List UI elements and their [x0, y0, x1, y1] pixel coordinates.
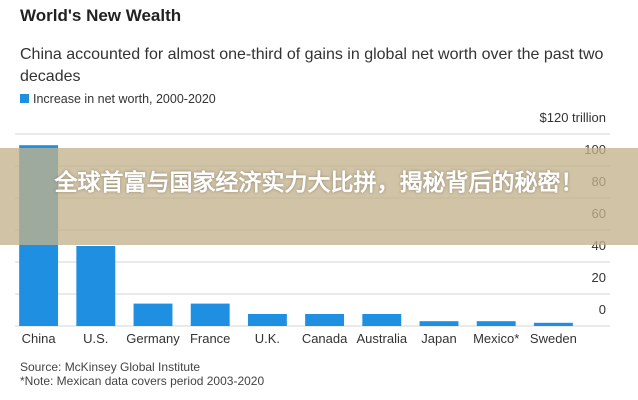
bar: [476, 321, 516, 326]
x-tick-label: Canada: [302, 331, 348, 346]
banner-bg: [0, 148, 638, 245]
x-tick-label: U.S.: [83, 331, 108, 346]
y-tick-label: 0: [599, 302, 606, 317]
bar: [305, 314, 345, 326]
chart-title: World's New Wealth: [20, 6, 182, 25]
bar: [419, 321, 459, 326]
banner-text: 全球首富与国家经济实力大比拼，揭秘背后的秘密！: [54, 169, 584, 195]
x-tick-label: China: [22, 331, 57, 346]
legend-swatch: [20, 94, 29, 103]
bar: [362, 314, 402, 326]
x-tick-label: France: [190, 331, 230, 346]
x-tick-label: Japan: [421, 331, 456, 346]
bar: [76, 246, 116, 326]
legend: Increase in net worth, 2000-2020: [20, 92, 216, 106]
bar: [533, 322, 573, 326]
x-tick-label: Australia: [357, 331, 408, 346]
note: *Note: Mexican data covers period 2003-2…: [20, 374, 265, 388]
source: Source: McKinsey Global Institute: [20, 360, 201, 374]
bar: [247, 314, 287, 326]
x-tick-label: U.K.: [255, 331, 280, 346]
y-tick-label: 20: [592, 270, 606, 285]
y-tick-label: $120 trillion: [540, 110, 607, 125]
x-tick-label: Sweden: [530, 331, 577, 346]
bar: [190, 303, 230, 326]
legend-label: Increase in net worth, 2000-2020: [33, 92, 216, 106]
x-tick-label: Germany: [126, 331, 180, 346]
bar: [133, 303, 173, 326]
chart-subtitle: China accounted for almost one-third of …: [20, 46, 604, 85]
x-tick-label: Mexico*: [473, 331, 519, 346]
